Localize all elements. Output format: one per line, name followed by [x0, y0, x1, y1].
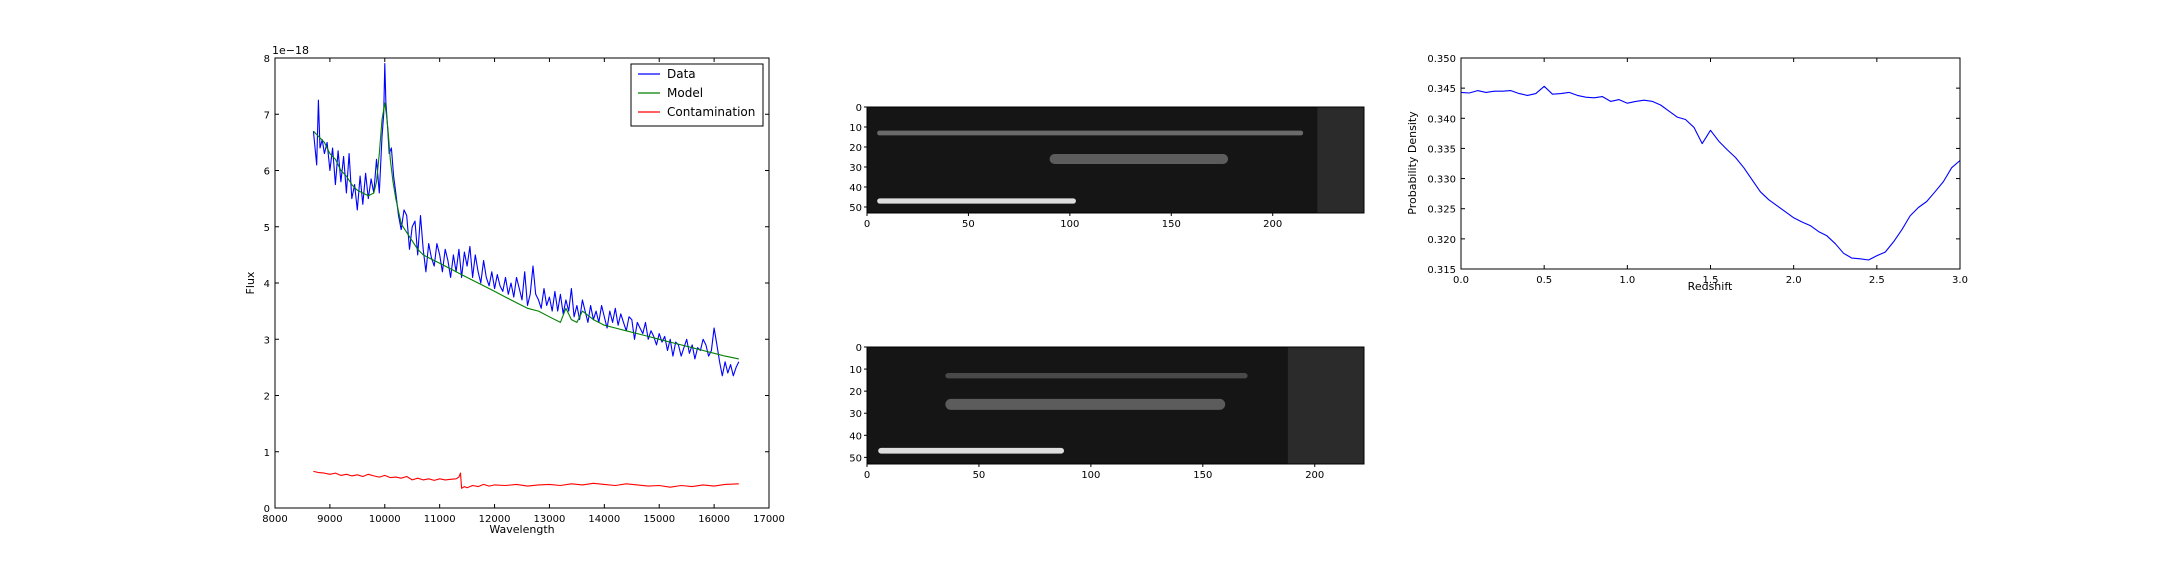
y-tick-label: 10	[849, 365, 862, 376]
x-tick-label: 2.0	[1786, 275, 1802, 286]
y-tick-label: 0	[264, 504, 270, 515]
y-tick-label: 0.330	[1427, 175, 1456, 186]
y-tick-label: 5	[264, 223, 270, 234]
legend-label-contamination: Contamination	[667, 105, 755, 119]
x-tick-label: 17000	[753, 514, 785, 525]
x-tick-label: 9000	[317, 514, 342, 525]
y-tick-label: 0.350	[1427, 54, 1456, 65]
y-tick-label: 0.315	[1427, 265, 1456, 276]
y-tick-label: 6	[264, 167, 270, 178]
image-content	[867, 107, 1364, 213]
image-dark-region	[1317, 107, 1364, 213]
y-tick-label: 4	[264, 279, 270, 290]
redshift-axes-frame	[1460, 57, 1961, 270]
spectrum-x-axis-label: Wavelength	[489, 523, 554, 536]
x-tick-label: 2.5	[1869, 275, 1885, 286]
spectral-trace	[877, 198, 1076, 204]
redshift-line-curve	[1460, 85, 1961, 261]
x-tick-label: 50	[973, 470, 986, 481]
x-tick-label: 0.0	[1453, 275, 1469, 286]
y-tick-label: 0.335	[1427, 144, 1456, 155]
y-tick-label: 30	[849, 409, 862, 420]
x-tick-label: 100	[1060, 219, 1079, 230]
legend-label-model: Model	[667, 86, 703, 100]
x-tick-label: 50	[962, 219, 975, 230]
x-tick-label: 0	[864, 219, 870, 230]
x-tick-label: 3.0	[1952, 275, 1968, 286]
spectrum-offset-text: 1e−18	[272, 44, 309, 57]
y-tick-label: 0.320	[1427, 235, 1456, 246]
x-tick-label: 150	[1193, 470, 1212, 481]
redshift-data-layer	[1460, 85, 1961, 261]
spectrum-legend: Data Model Contamination	[630, 63, 764, 127]
y-tick-label: 1	[264, 448, 270, 459]
y-tick-label: 50	[849, 453, 862, 464]
y-tick-label: 7	[264, 110, 270, 121]
redshift-ticks: 0.0 0.5 1.0 1.5 2.0 2.5 3.0 0.315 0.320 0.325 0.33…	[1427, 54, 1968, 286]
legend-label-data: Data	[667, 67, 696, 81]
y-tick-label: 40	[849, 431, 862, 442]
image-content	[867, 347, 1364, 464]
x-tick-label: 14000	[588, 514, 620, 525]
x-tick-label: 16000	[698, 514, 730, 525]
y-tick-label: 3	[264, 335, 270, 346]
x-tick-label: 100	[1081, 470, 1100, 481]
y-tick-label: 2	[264, 392, 270, 403]
y-tick-label: 30	[849, 163, 862, 174]
x-tick-label: 11000	[424, 514, 456, 525]
x-tick-label: 200	[1305, 470, 1324, 481]
redshift-y-axis-label: Probability Density	[1406, 111, 1419, 215]
y-tick-label: 20	[849, 387, 862, 398]
y-tick-label: 0	[856, 343, 862, 354]
spectral-trace	[945, 373, 1248, 379]
redshift-panel: 0.0 0.5 1.0 1.5 2.0 2.5 3.0 0.315 0.320 0.325 0.33…	[1406, 54, 1968, 293]
y-tick-label: 0.340	[1427, 114, 1456, 125]
spectrum-image-bottom-frame	[866, 346, 1365, 465]
x-tick-label: 10000	[369, 514, 401, 525]
spectrum-ticks: 8000 9000 10000 11000 12000 13000 14000 15000 16…	[262, 54, 785, 525]
y-tick-label: 40	[849, 183, 862, 194]
spectrum-line-model	[313, 102, 739, 360]
y-tick-label: 0.345	[1427, 84, 1456, 95]
x-tick-label: 13000	[534, 514, 566, 525]
spectrum-image-top-frame	[866, 106, 1365, 214]
y-tick-label: 0.325	[1427, 205, 1456, 216]
y-tick-label: 8	[264, 54, 270, 65]
spectrum-panel: 8000 9000 10000 11000 12000 13000 14000 15000 16…	[244, 44, 785, 536]
spectrum-image-bottom-pixels	[867, 347, 1364, 464]
y-tick-label: 20	[849, 143, 862, 154]
x-tick-label: 12000	[479, 514, 511, 525]
redshift-x-axis-label: Redshift	[1688, 280, 1733, 293]
y-tick-label: 0	[856, 103, 862, 114]
x-tick-label: 150	[1162, 219, 1181, 230]
x-tick-label: 200	[1263, 219, 1282, 230]
spectrum-y-axis-label: Flux	[244, 271, 257, 294]
x-tick-label: 0.5	[1536, 275, 1552, 286]
x-tick-label: 8000	[262, 514, 287, 525]
spectrum-data-layer	[312, 63, 740, 489]
spectral-trace	[878, 447, 1065, 454]
image-dark-region	[1287, 347, 1364, 464]
y-tick-label: 50	[849, 203, 862, 214]
x-tick-label: 1.5	[1703, 275, 1719, 286]
x-tick-label: 15000	[643, 514, 675, 525]
spectrum-line-data	[312, 63, 740, 377]
x-tick-label: 1.0	[1619, 275, 1635, 286]
x-tick-label: 0	[864, 470, 870, 481]
spectrum-line-contamination	[313, 470, 739, 489]
y-tick-label: 10	[849, 123, 862, 134]
spectral-trace	[877, 130, 1304, 136]
spectrum-image-top-pixels	[867, 107, 1364, 213]
spectral-trace	[1049, 154, 1229, 164]
spectral-trace	[945, 398, 1226, 410]
